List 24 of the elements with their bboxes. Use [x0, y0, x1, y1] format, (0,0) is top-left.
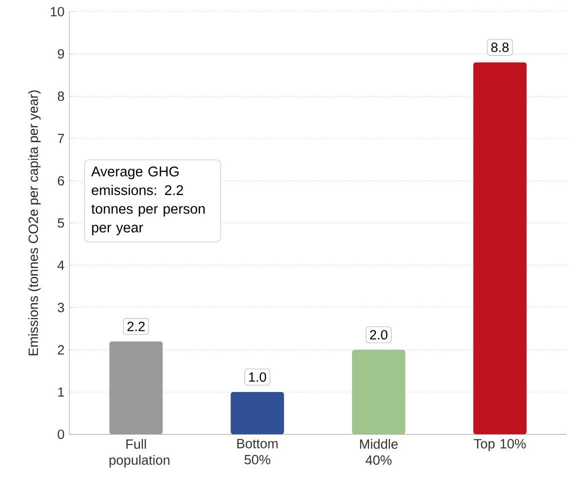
- y-tick-label: 5: [58, 218, 64, 228]
- y-tick-label: 8: [58, 91, 64, 101]
- y-tick-label: 7: [58, 134, 64, 144]
- y-tick-label: 1: [58, 387, 64, 397]
- y-tick-label: 3: [58, 302, 64, 312]
- y-tick-label: 6: [58, 176, 64, 186]
- data-label: 2.0: [370, 330, 388, 340]
- bar: [352, 350, 406, 434]
- y-tick-label: 2: [58, 345, 64, 354]
- x-tick-label: Top 10%: [474, 439, 526, 452]
- bar: [473, 62, 527, 434]
- y-tick-label: 0: [58, 430, 64, 440]
- data-label: 8.8: [491, 42, 509, 52]
- x-tick-label: Bottom 50%: [237, 439, 278, 464]
- y-axis-title: Emissions (tonnes CO2e per capita per year): [28, 90, 41, 356]
- annotation: Average GHG emissions: 2.2 tonnes per person per year: [91, 166, 205, 236]
- y-tick-label: 9: [58, 49, 64, 59]
- y-tick-label: 10: [50, 6, 64, 16]
- data-label: 1.0: [249, 372, 266, 382]
- y-tick-label: 4: [58, 260, 64, 270]
- bar: [230, 392, 284, 434]
- x-tick-label: Full population: [110, 439, 170, 468]
- data-label: 2.2: [127, 322, 145, 332]
- x-tick-label: Middle 40%: [360, 439, 398, 465]
